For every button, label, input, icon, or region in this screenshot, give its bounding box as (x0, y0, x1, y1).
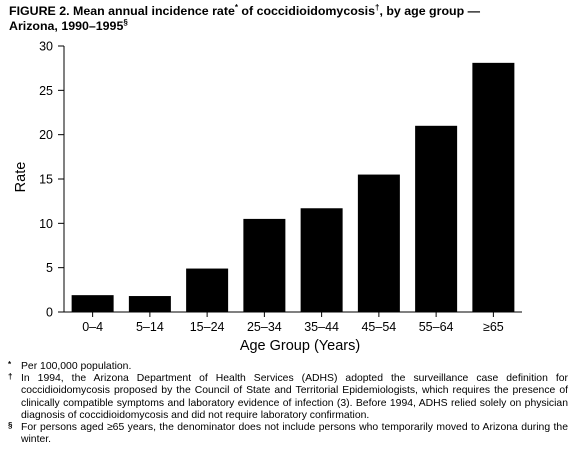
x-tick-label: 35–44 (304, 320, 339, 334)
y-tick-label: 15 (39, 173, 53, 187)
y-tick-label: 25 (39, 84, 53, 98)
footnote-case-definition: † In 1994, the Arizona Department of Heal… (8, 372, 568, 421)
y-axis: 0 5 10 15 20 25 30 (39, 40, 65, 320)
bar (186, 268, 229, 312)
figure-title-line-2: Arizona, 1990–1995§ (9, 17, 128, 33)
figure-title: FIGURE 2. Mean annual incidence rate* of… (9, 2, 569, 34)
bar (128, 296, 171, 312)
x-tick-label: 5–14 (136, 320, 164, 334)
figure-title-line-1: FIGURE 2. Mean annual incidence rate* of… (9, 2, 480, 18)
bar (300, 208, 343, 312)
y-tick-label: 0 (46, 306, 53, 320)
x-tick-label: 45–54 (361, 320, 396, 334)
x-axis: 0–4 5–14 15–24 25–34 35–44 45–54 55–64 ≥65 (64, 311, 522, 334)
bar (357, 174, 400, 312)
y-tick-label: 30 (39, 40, 53, 54)
footnotes: * Per 100,000 population. † In 1994, the A… (8, 360, 568, 446)
x-tick-label: 15–24 (190, 320, 225, 334)
bars (71, 62, 515, 313)
y-axis-title: Rate (13, 162, 29, 193)
bar (243, 218, 286, 312)
footnote-per-population: * Per 100,000 population. (8, 360, 132, 372)
bar (415, 125, 458, 312)
x-tick-label: 0–4 (82, 320, 103, 334)
bar (472, 62, 515, 313)
y-tick-label: 10 (39, 217, 53, 231)
x-tick-label: ≥65 (483, 320, 504, 334)
footnote-denominator: § For persons aged ≥65 years, the denomin… (8, 421, 568, 446)
x-tick-label: 25–34 (247, 320, 282, 334)
y-tick-label: 20 (39, 128, 53, 142)
y-tick-label: 5 (46, 261, 53, 275)
bar (71, 295, 114, 312)
x-axis-title: Age Group (Years) (240, 338, 360, 354)
x-tick-label: 55–64 (419, 320, 454, 334)
bar-chart: 0 5 10 15 20 25 30 0–4 5–14 15–24 25–34 35–44 45–54… (13, 40, 522, 354)
